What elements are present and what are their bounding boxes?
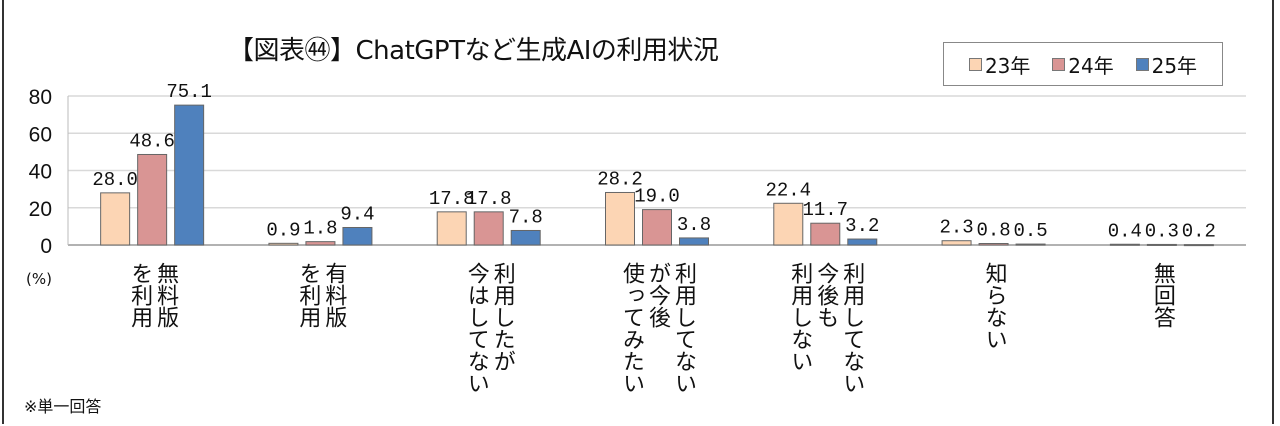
data-label: 28.2 <box>597 168 643 190</box>
y-tick-label: 60 <box>29 123 52 146</box>
y-tick-label: 0 <box>40 235 52 258</box>
x-category-label: 知らない <box>981 262 1007 350</box>
y-tick-label: 80 <box>29 86 52 109</box>
x-category-label: 無回答 <box>1149 262 1175 328</box>
legend-item-23: 23年 <box>968 50 1031 79</box>
data-label: 19.0 <box>634 186 680 208</box>
legend: 23年 24年 25年 <box>943 42 1223 86</box>
chart-title: 【図表㊹】ChatGPTなど生成AIの利用状況 <box>228 36 719 66</box>
bar-24年 <box>1146 243 1177 246</box>
bar-23年 <box>100 192 131 246</box>
x-category-label: 利用したが 今はしてない <box>463 262 515 394</box>
legend-swatch <box>968 57 982 71</box>
data-label: 0.8 <box>976 220 1010 242</box>
bar-23年 <box>1109 243 1140 246</box>
bar-23年 <box>436 211 467 246</box>
bar-23年 <box>941 240 972 246</box>
x-category-label: 無料版 を利用 <box>127 262 179 328</box>
x-category-label: 利用してない 今後も 利用しない <box>787 262 865 394</box>
data-label: 7.8 <box>509 206 543 228</box>
footnote: ※単一回答 <box>24 397 102 416</box>
bar-24年 <box>642 209 672 246</box>
bar-24年 <box>978 243 1009 246</box>
data-label: 75.1 <box>166 81 212 103</box>
data-label: 3.2 <box>845 215 879 237</box>
y-tick-label: 40 <box>29 161 52 184</box>
data-label: 28.0 <box>92 169 138 191</box>
bar-24年 <box>305 241 336 246</box>
data-label: 0.4 <box>1108 220 1142 242</box>
bar-25年 <box>1015 243 1046 246</box>
bar-25年 <box>342 226 373 246</box>
bar-24年 <box>473 211 504 246</box>
legend-label: 25年 <box>1151 53 1198 78</box>
bar-25年 <box>679 237 709 246</box>
data-label: 0.9 <box>266 219 300 241</box>
data-label: 0.3 <box>1145 220 1179 242</box>
data-label: 0.5 <box>1013 220 1047 242</box>
unit-label: (%) <box>26 270 52 288</box>
y-tick-label: 20 <box>29 198 52 221</box>
data-label: 0.2 <box>1182 221 1216 243</box>
legend-item-24: 24年 <box>1052 50 1114 79</box>
data-label: 11.7 <box>802 199 848 221</box>
data-label: 17.8 <box>429 188 475 210</box>
data-label: 2.3 <box>939 217 973 239</box>
x-category-label: 有料版 を利用 <box>295 262 347 328</box>
data-label: 3.8 <box>677 214 711 236</box>
bar-23年 <box>605 191 635 246</box>
bar-24年 <box>810 222 841 246</box>
bar-25年 <box>174 104 205 246</box>
x-category-label: 利用してない が今後 使ってみたい <box>619 262 696 394</box>
bar-23年 <box>773 202 804 246</box>
bar-25年 <box>1183 244 1214 247</box>
bar-24年 <box>137 153 168 246</box>
data-label: 1.8 <box>303 218 337 240</box>
legend-swatch <box>1052 57 1066 71</box>
data-label: 17.8 <box>466 188 512 210</box>
bar-25年 <box>510 229 541 246</box>
bar-23年 <box>268 242 299 246</box>
legend-swatch <box>1135 57 1149 71</box>
data-label: 22.4 <box>765 179 811 201</box>
bar-25年 <box>847 238 878 246</box>
data-label: 48.6 <box>129 130 175 152</box>
legend-label: 24年 <box>1068 53 1114 78</box>
legend-label: 23年 <box>984 53 1031 78</box>
data-label: 9.4 <box>340 203 374 225</box>
legend-item-25: 25年 <box>1135 50 1198 79</box>
